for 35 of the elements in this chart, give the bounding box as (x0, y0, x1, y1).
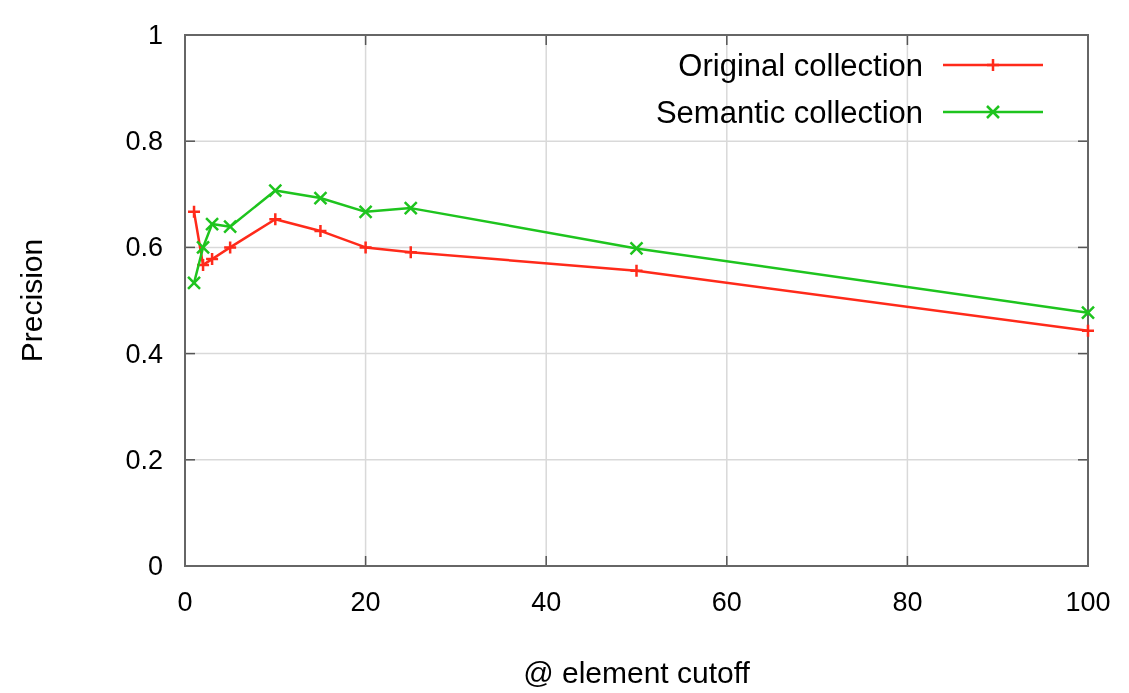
point (358, 204, 373, 220)
point (222, 219, 238, 234)
x-tick-label: 40 (531, 587, 562, 617)
x-tick-label: 60 (711, 587, 742, 617)
point (313, 223, 328, 239)
point (195, 240, 211, 255)
point (403, 244, 418, 260)
point (204, 251, 220, 267)
point (186, 275, 202, 291)
point (313, 190, 328, 206)
point (629, 241, 644, 256)
y-axis-title: Precision (15, 238, 48, 363)
x-tick-label: 80 (892, 587, 923, 617)
x-tick-label: 100 (1065, 587, 1111, 617)
y-tick-label: 0.2 (125, 444, 163, 475)
x-axis-title: @ element cutoff (523, 656, 751, 689)
point (358, 240, 373, 255)
x-tick-label: 0 (177, 587, 193, 617)
legend-label: Semantic collection (655, 95, 923, 130)
legend-label: Original collection (678, 48, 923, 83)
point (186, 204, 202, 220)
point (1080, 305, 1096, 320)
point (403, 200, 418, 216)
point (222, 240, 238, 255)
y-tick-label: 0.8 (125, 126, 163, 157)
point (204, 216, 220, 232)
x-tick-label: 20 (350, 587, 381, 617)
y-tick-label: 0 (147, 551, 163, 581)
point (268, 212, 283, 227)
point (1080, 323, 1096, 339)
y-tick-label: 0.4 (125, 338, 163, 369)
y-tick-label: 0.6 (125, 232, 163, 263)
point (268, 183, 283, 198)
y-tick-label: 1 (147, 20, 163, 50)
point (629, 263, 644, 279)
